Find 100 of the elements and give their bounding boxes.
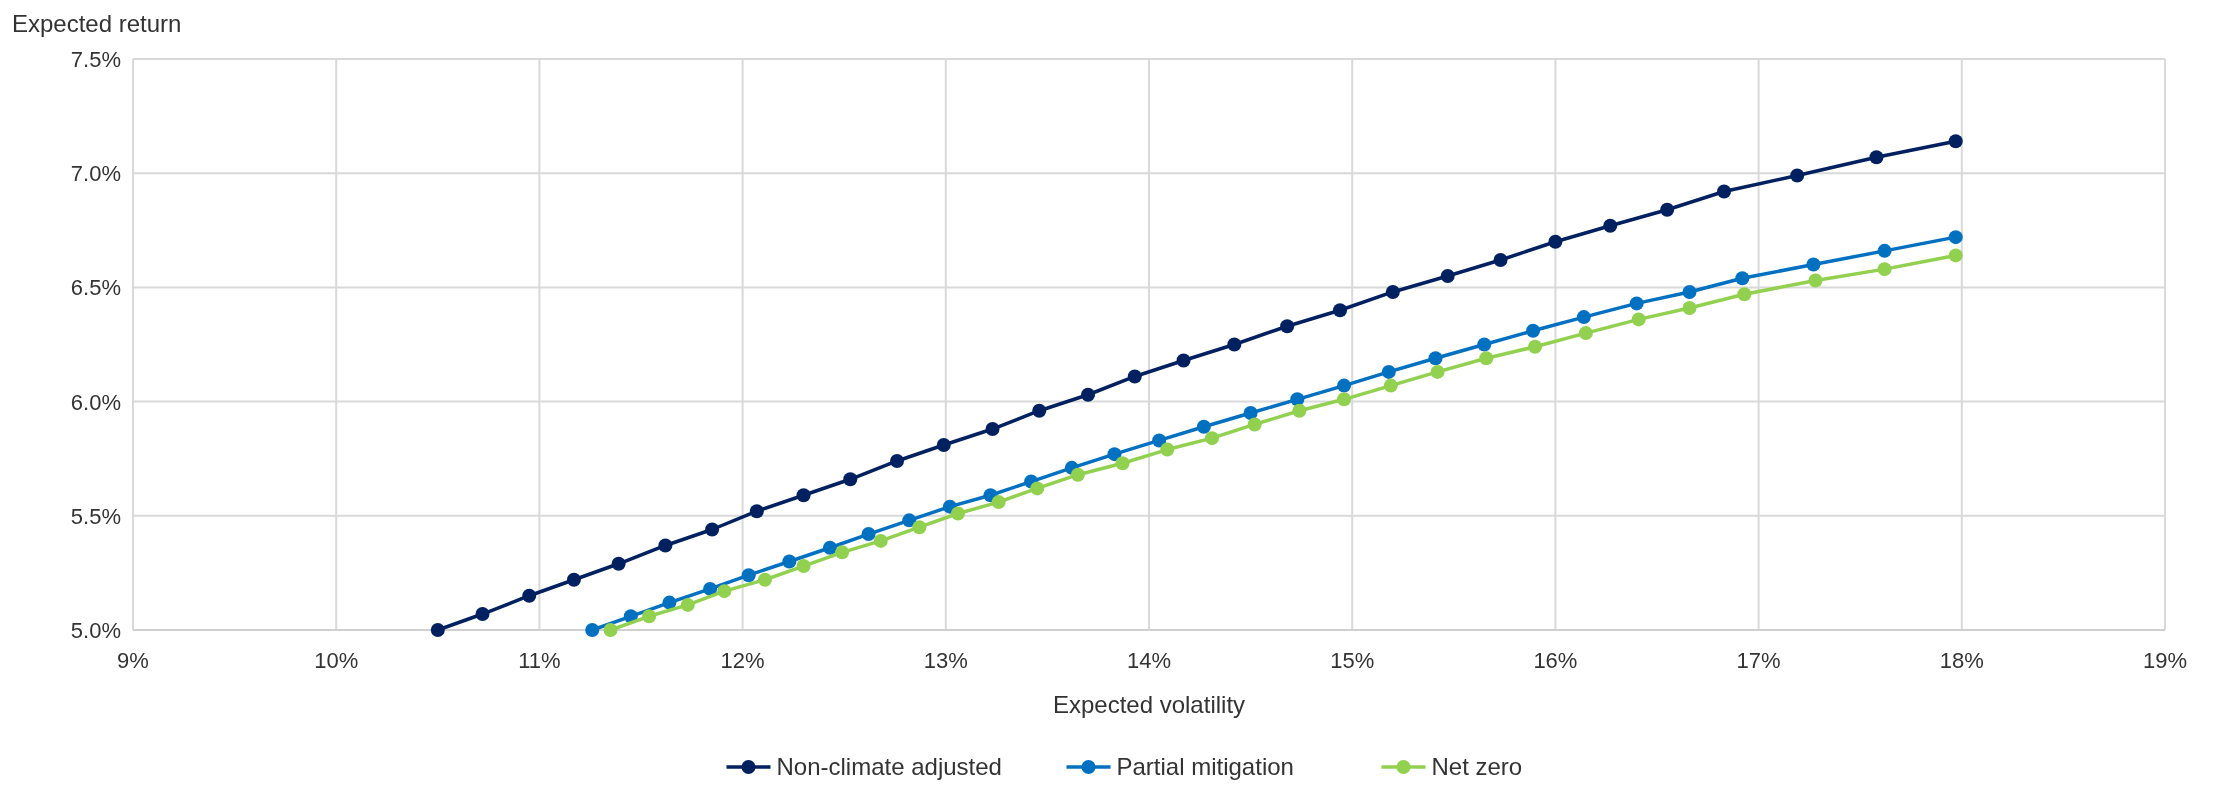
point (1631, 312, 1646, 327)
point (603, 623, 618, 637)
point (991, 495, 1006, 510)
point (585, 623, 600, 637)
point (430, 623, 445, 637)
point (1337, 378, 1352, 393)
point (1204, 431, 1219, 446)
point (749, 504, 764, 519)
point (1717, 184, 1732, 199)
point (1869, 150, 1884, 165)
point (843, 472, 858, 487)
point (782, 554, 797, 569)
legend-label: Net zero (1431, 753, 1523, 780)
point (1160, 442, 1175, 457)
x-tick-label: 10% (314, 648, 359, 673)
point (1735, 271, 1750, 286)
point (680, 597, 695, 612)
point (1629, 296, 1644, 311)
point (1107, 447, 1122, 462)
point (1528, 339, 1543, 354)
y-axis-title: Expected return (12, 10, 182, 37)
point (1152, 433, 1167, 448)
point (1176, 353, 1191, 368)
legend-label: Partial mitigation (1116, 753, 1294, 780)
point (611, 556, 626, 571)
point (890, 453, 905, 468)
point (658, 538, 673, 553)
point (1948, 230, 1963, 245)
y-tick-label: 5.5% (70, 503, 121, 529)
point (1682, 284, 1697, 299)
y-tick-label: 5.0% (70, 618, 121, 643)
point (950, 506, 965, 521)
point (1737, 287, 1752, 302)
point (475, 607, 490, 622)
point (902, 513, 917, 528)
legend-label: Non-climate adjusted (776, 753, 1002, 780)
point (1243, 406, 1258, 421)
point (1526, 323, 1541, 338)
x-tick-label: 12% (720, 648, 765, 673)
point (566, 572, 581, 587)
x-tick-label: 14% (1126, 648, 1172, 673)
point (1337, 392, 1352, 407)
x-tick-label: 13% (923, 648, 968, 673)
point (1493, 252, 1508, 267)
point (662, 595, 677, 610)
point (1290, 392, 1305, 407)
point (1548, 234, 1563, 249)
point (985, 422, 1000, 437)
point (1032, 403, 1047, 418)
point (1877, 262, 1892, 277)
point (1428, 351, 1443, 366)
point (1196, 419, 1211, 434)
point (1333, 303, 1348, 318)
y-tick-label: 7.0% (70, 161, 121, 187)
point (822, 540, 837, 555)
point (757, 572, 772, 587)
y-tick-label: 7.5% (70, 47, 121, 72)
point (835, 545, 850, 560)
point (912, 520, 927, 535)
point (1660, 202, 1675, 217)
point (1292, 403, 1307, 418)
point (1576, 310, 1591, 325)
x-tick-label: 15% (1330, 648, 1375, 673)
point (861, 527, 876, 542)
x-tick-label: 16% (1533, 648, 1578, 673)
point (1790, 168, 1805, 183)
point (1948, 248, 1963, 263)
point (703, 581, 718, 596)
point (1247, 417, 1262, 432)
point (717, 584, 732, 599)
point (1806, 257, 1821, 272)
point (1808, 273, 1823, 288)
point (1430, 364, 1445, 379)
point (1227, 337, 1242, 352)
point (1381, 364, 1396, 379)
point (741, 568, 756, 583)
point (1948, 134, 1963, 149)
point (1477, 337, 1492, 352)
x-tick-label: 19% (2142, 648, 2188, 673)
point (642, 609, 657, 624)
point (1127, 369, 1142, 384)
y-tick-label: 6.5% (70, 275, 121, 301)
x-tick-label: 17% (1736, 648, 1781, 673)
point (1877, 243, 1892, 258)
x-tick-label: 9% (117, 648, 149, 673)
point (1603, 218, 1618, 233)
point (1070, 467, 1085, 482)
point (796, 559, 811, 574)
point (1081, 387, 1096, 402)
point (1578, 326, 1593, 341)
point (705, 522, 720, 537)
point (1385, 284, 1400, 299)
x-tick-label: 11% (518, 648, 561, 673)
point (522, 588, 537, 603)
point (936, 438, 951, 452)
point (1479, 351, 1494, 366)
point (1383, 378, 1398, 393)
point (1682, 300, 1697, 315)
x-axis-title: Expected volatility (1052, 691, 1246, 718)
point (1280, 319, 1295, 334)
